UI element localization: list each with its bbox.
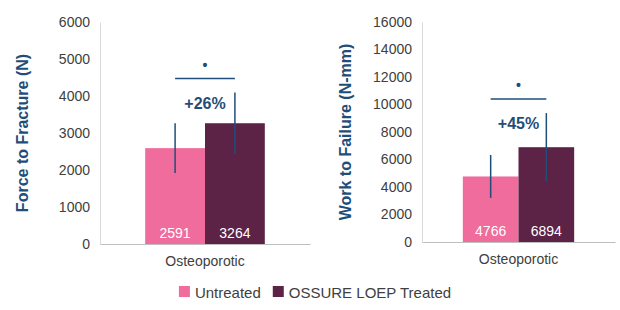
legend-swatch	[179, 286, 190, 297]
y-axis-title: Force to Fracture (N)	[14, 54, 31, 212]
x-tick-label: Osteoporotic	[479, 251, 558, 267]
y-tick-label: 1000	[59, 199, 90, 215]
y-tick-label: 12000	[373, 69, 412, 85]
plot-texts: 4766 6894 • +45%	[475, 77, 562, 239]
y-tick: 14000	[373, 41, 422, 57]
y-tick: 2000	[381, 206, 422, 222]
y-tick-label: 14000	[373, 41, 412, 57]
plot-texts: 2591 3264 • +26%	[160, 57, 251, 241]
x-tick: Osteoporotic	[479, 242, 558, 267]
data-label: 4766	[475, 223, 506, 239]
y-tick-label: 8000	[381, 124, 412, 140]
error-bar	[546, 113, 548, 181]
y-axis-line	[422, 23, 423, 243]
y-tick-label: 10000	[373, 96, 412, 112]
y-tick-label: 6000	[381, 151, 412, 167]
data-label: 3264	[219, 225, 250, 241]
y-tick-label: 0	[404, 234, 412, 250]
y-tick-label: 2000	[381, 206, 412, 222]
legend-entry: Untreated	[179, 284, 261, 301]
y-tick: 4000	[59, 88, 100, 104]
significance-marker: •	[203, 57, 208, 73]
y-axis: 0 2000 4000 6000 8000 10000 12000 14000 16000	[373, 14, 422, 250]
significance-bracket	[491, 98, 547, 100]
subplot: 0 2000 4000 6000 8000 10000 12000 14000 16000 Ost…	[337, 14, 616, 267]
y-tick: 4000	[381, 179, 422, 195]
y-tick: 0	[82, 236, 100, 252]
y-tick: 16000	[373, 14, 422, 30]
y-tick: 6000	[59, 14, 100, 30]
subplot: 0 1000 2000 3000 4000 5000 6000 Osteoporotic For…	[14, 14, 311, 269]
x-axis-line	[423, 242, 616, 243]
x-axis: Osteoporotic	[423, 242, 616, 267]
annotation: +45%	[498, 115, 539, 132]
error-bar	[174, 123, 176, 173]
y-tick: 12000	[373, 69, 422, 85]
y-axis-line	[100, 23, 101, 245]
y-tick-label: 4000	[59, 88, 90, 104]
annotation: +26%	[184, 95, 225, 112]
y-axis: 0 1000 2000 3000 4000 5000 6000	[59, 14, 101, 252]
data-label: 2591	[160, 225, 191, 241]
y-tick: 6000	[381, 151, 422, 167]
y-tick: 8000	[381, 124, 422, 140]
plot-area	[145, 93, 265, 244]
significance-marker: •	[516, 77, 521, 93]
plot-area	[463, 113, 574, 242]
significance-bracket	[175, 78, 235, 80]
legend: Untreated OSSURE LOEP Treated	[179, 284, 451, 301]
data-label: 6894	[531, 223, 562, 239]
error-bar	[234, 93, 236, 154]
x-axis: Osteoporotic	[101, 244, 311, 269]
x-tick: Osteoporotic	[165, 244, 244, 269]
y-tick-label: 2000	[59, 162, 90, 178]
y-axis-title: Work to Failure (N-mm)	[337, 44, 354, 221]
y-tick: 10000	[373, 96, 422, 112]
y-tick: 5000	[59, 51, 100, 67]
y-tick: 3000	[59, 125, 100, 141]
y-tick-label: 4000	[381, 179, 412, 195]
legend-entry: OSSURE LOEP Treated	[273, 284, 451, 301]
error-bar	[490, 155, 492, 198]
y-tick-label: 16000	[373, 14, 412, 30]
legend-label: OSSURE LOEP Treated	[289, 284, 451, 301]
x-tick-label: Osteoporotic	[165, 253, 244, 269]
y-tick: 0	[404, 234, 422, 250]
y-tick-label: 5000	[59, 51, 90, 67]
x-axis-line	[101, 244, 311, 245]
y-tick: 2000	[59, 162, 100, 178]
y-tick-label: 3000	[59, 125, 90, 141]
chart-canvas: 0 1000 2000 3000 4000 5000 6000 Osteoporotic For…	[0, 0, 620, 310]
y-tick-label: 6000	[59, 14, 90, 30]
y-tick: 1000	[59, 199, 100, 215]
y-tick-label: 0	[82, 236, 90, 252]
legend-label: Untreated	[195, 284, 261, 301]
legend-swatch	[273, 286, 284, 297]
